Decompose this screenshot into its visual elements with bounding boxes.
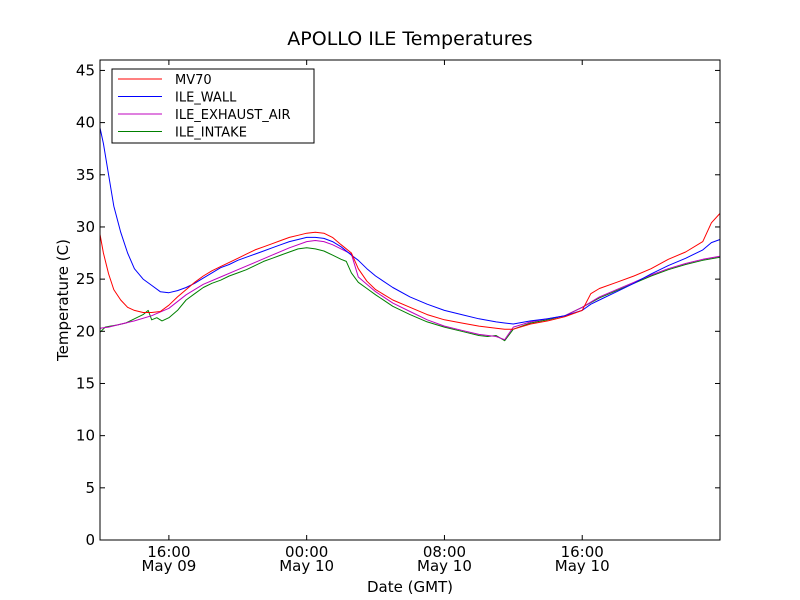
y-tick-label: 35 — [76, 166, 95, 184]
x-tick-label-date: May 09 — [141, 557, 196, 575]
y-tick-label: 20 — [76, 322, 95, 340]
series-line-ile-intake — [99, 247, 721, 342]
plot-frame — [99, 59, 721, 541]
x-tick-label-time: 00:00 — [285, 543, 328, 561]
y-tick-label: 10 — [76, 427, 95, 445]
y-tick-label: 40 — [76, 114, 95, 132]
y-tick-label: 15 — [76, 374, 95, 392]
y-tick-label: 45 — [76, 61, 95, 79]
x-tick-label-time: 16:00 — [561, 543, 604, 561]
x-axis-label: Date (GMT) — [367, 578, 453, 596]
legend-label: ILE_INTAKE — [175, 126, 247, 141]
legend-label: ILE_EXHAUST_AIR — [175, 108, 291, 123]
series-lines — [99, 127, 721, 342]
legend-label: ILE_WALL — [175, 91, 237, 106]
y-axis-label: Temperature (C) — [54, 239, 72, 362]
x-tick-label-time: 08:00 — [423, 543, 466, 561]
series-line-ile-exhaust-air — [99, 240, 721, 341]
x-tick-label-time: 16:00 — [147, 543, 190, 561]
y-tick-label: 5 — [85, 479, 95, 497]
chart-title: APOLLO ILE Temperatures — [287, 28, 532, 50]
legend-frame — [111, 68, 315, 144]
series-line-ile-wall — [99, 127, 721, 325]
y-tick-label: 30 — [76, 218, 95, 236]
x-tick-label-date: May 10 — [417, 557, 472, 575]
x-tick-label-date: May 10 — [555, 557, 610, 575]
legend-label: MV70 — [175, 73, 212, 88]
y-tick-labels: 0 5 10 15 20 25 30 35 40 45 — [76, 61, 95, 549]
x-tick-label-date: May 10 — [279, 557, 334, 575]
legend: MV70 ILE_WALL ILE_EXHAUST_AIR ILE_INTAKE — [111, 68, 315, 144]
series-line-mv70 — [99, 213, 721, 330]
y-tick-label: 0 — [85, 531, 95, 549]
y-tick-label: 25 — [76, 270, 95, 288]
